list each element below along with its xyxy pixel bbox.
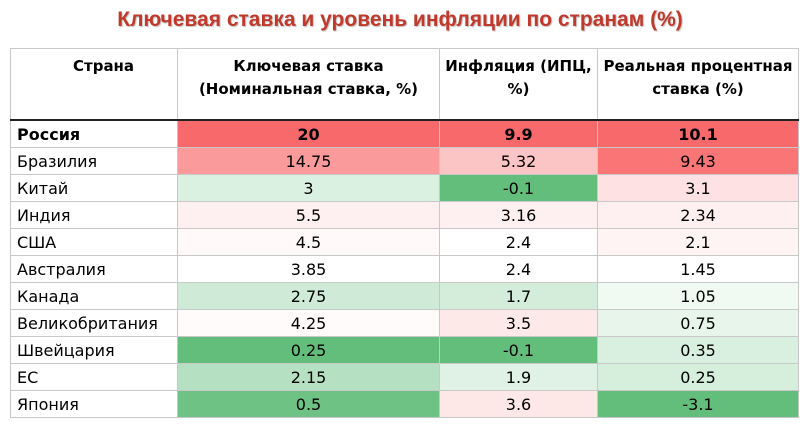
real-rate-cell: 2.1 [597, 228, 799, 256]
header-key-rate: Ключевая ставка (Номинальная ставка, %) [177, 48, 440, 121]
inflation-cell: -0.1 [439, 174, 598, 202]
country-cell: Бразилия [10, 147, 178, 175]
country-cell: ЕС [10, 363, 178, 391]
table-row: Швейцария 0.25 -0.1 0.35 [10, 336, 799, 364]
header-key-rate-line2: (Номинальная ставка, %) [198, 80, 419, 98]
country-cell: США [10, 228, 178, 256]
header-key-rate-line1: Ключевая ставка [233, 57, 384, 75]
real-rate-cell: -3.1 [597, 390, 799, 418]
header-real-rate-line1: Реальная процентная [603, 57, 793, 75]
key-rate-cell: 2.15 [177, 363, 440, 391]
rates-table: Страна Ключевая ставка (Номинальная ставк… [10, 48, 799, 418]
inflation-cell: 9.9 [439, 119, 598, 148]
header-inflation: Инфляция (ИПЦ,%) [439, 48, 598, 121]
inflation-cell: 1.7 [439, 282, 598, 310]
table-row: США 4.5 2.4 2.1 [10, 228, 799, 256]
key-rate-cell: 3 [177, 174, 440, 202]
country-cell: Австралия [10, 255, 178, 283]
country-cell: Швейцария [10, 336, 178, 364]
country-cell: Россия [10, 119, 178, 148]
inflation-cell: 1.9 [439, 363, 598, 391]
country-cell: Япония [10, 390, 178, 418]
key-rate-cell: 3.85 [177, 255, 440, 283]
table-row: Индия 5.5 3.16 2.34 [10, 201, 799, 229]
table-row: Россия 20 9.9 10.1 [10, 119, 799, 148]
real-rate-cell: 0.75 [597, 309, 799, 337]
real-rate-cell: 0.35 [597, 336, 799, 364]
table-row: Китай 3 -0.1 3.1 [10, 174, 799, 202]
country-cell: Канада [10, 282, 178, 310]
real-rate-cell: 1.05 [597, 282, 799, 310]
key-rate-cell: 20 [177, 119, 440, 148]
country-cell: Индия [10, 201, 178, 229]
real-rate-cell: 0.25 [597, 363, 799, 391]
key-rate-cell: 14.75 [177, 147, 440, 175]
real-rate-cell: 2.34 [597, 201, 799, 229]
key-rate-cell: 0.5 [177, 390, 440, 418]
table-row: Австралия 3.85 2.4 1.45 [10, 255, 799, 283]
key-rate-cell: 2.75 [177, 282, 440, 310]
key-rate-cell: 0.25 [177, 336, 440, 364]
table-row: Бразилия 14.75 5.32 9.43 [10, 147, 799, 175]
key-rate-cell: 5.5 [177, 201, 440, 229]
country-cell: Китай [10, 174, 178, 202]
inflation-cell: 3.6 [439, 390, 598, 418]
inflation-cell: 2.4 [439, 228, 598, 256]
inflation-cell: 3.5 [439, 309, 598, 337]
table-row: ЕС 2.15 1.9 0.25 [10, 363, 799, 391]
header-real-rate-line2: ставка (%) [652, 80, 744, 98]
key-rate-cell: 4.5 [177, 228, 440, 256]
inflation-cell: 2.4 [439, 255, 598, 283]
page-title: Ключевая ставка и уровень инфляции по ст… [117, 8, 683, 31]
header-inflation-line2: %) [507, 80, 530, 98]
header-country-label: Страна [73, 57, 135, 75]
table-row: Великобритания 4.25 3.5 0.75 [10, 309, 799, 337]
inflation-cell: -0.1 [439, 336, 598, 364]
inflation-cell: 5.32 [439, 147, 598, 175]
table-header-row: Страна Ключевая ставка (Номинальная ставк… [10, 48, 799, 121]
inflation-cell: 3.16 [439, 201, 598, 229]
table-row: Канада 2.75 1.7 1.05 [10, 282, 799, 310]
header-real-rate: Реальная процентная ставка (%) [597, 48, 799, 121]
real-rate-cell: 10.1 [597, 119, 799, 148]
real-rate-cell: 9.43 [597, 147, 799, 175]
header-inflation-line1: Инфляция (ИПЦ, [445, 57, 592, 75]
header-country: Страна [10, 48, 178, 121]
real-rate-cell: 3.1 [597, 174, 799, 202]
country-cell: Великобритания [10, 309, 178, 337]
real-rate-cell: 1.45 [597, 255, 799, 283]
table-row: Япония 0.5 3.6 -3.1 [10, 390, 799, 418]
table-body: Россия 20 9.9 10.1 Бразилия 14.75 5.32 9.43 Кита… [10, 119, 799, 418]
key-rate-cell: 4.25 [177, 309, 440, 337]
